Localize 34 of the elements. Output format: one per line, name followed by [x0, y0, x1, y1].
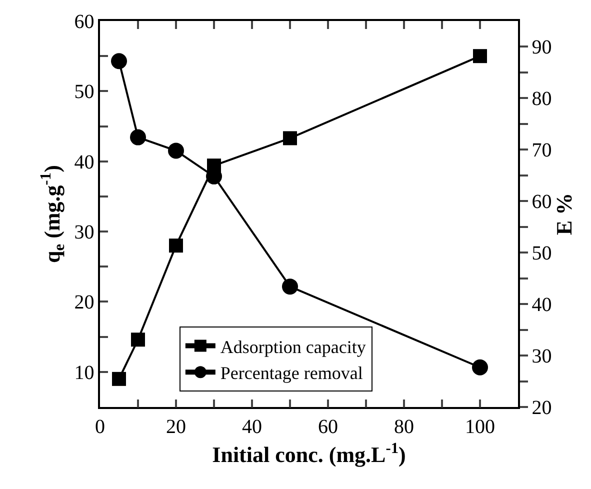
point [282, 278, 298, 295]
x-tick-label: 0 [95, 416, 105, 438]
y2-tick-label: 50 [532, 242, 552, 265]
y-tick-label: 20 [74, 292, 94, 314]
legend-label: Adsorption capacity [220, 336, 366, 357]
x-tick-label: 60 [318, 416, 338, 438]
point [130, 129, 146, 146]
y-tick-label: 50 [74, 81, 94, 104]
x-axis-title: Initial conc. (mg.L$^{-1}$) [212, 440, 406, 468]
y-tick-label: 30 [74, 222, 94, 244]
point [472, 359, 488, 376]
y2-axis-title: E % [552, 192, 577, 236]
x-tick-label: 20 [166, 416, 186, 438]
point [112, 372, 126, 386]
y2-tick-label: 90 [532, 36, 552, 59]
point [168, 142, 184, 159]
y2-tick-label: 70 [532, 140, 552, 162]
y2-tick-label: 20 [532, 397, 552, 419]
point [169, 238, 183, 253]
y2-tick-label: 30 [532, 346, 552, 368]
y2-tick-label: 40 [532, 294, 552, 316]
y-tick-label: 60 [74, 11, 94, 33]
y2-tick-label: 60 [532, 191, 552, 214]
point [131, 332, 145, 347]
point [473, 49, 487, 64]
y-tick-label: 40 [74, 151, 94, 174]
legend-label: Percentage removal [220, 363, 363, 384]
x-tick-label: 100 [465, 416, 495, 438]
x-tick-label: 40 [242, 416, 262, 438]
y-tick-label: 10 [74, 362, 94, 384]
point [283, 131, 297, 146]
x-tick-label: 80 [394, 416, 414, 438]
y2-tick-label: 80 [532, 88, 552, 110]
point [111, 53, 127, 70]
